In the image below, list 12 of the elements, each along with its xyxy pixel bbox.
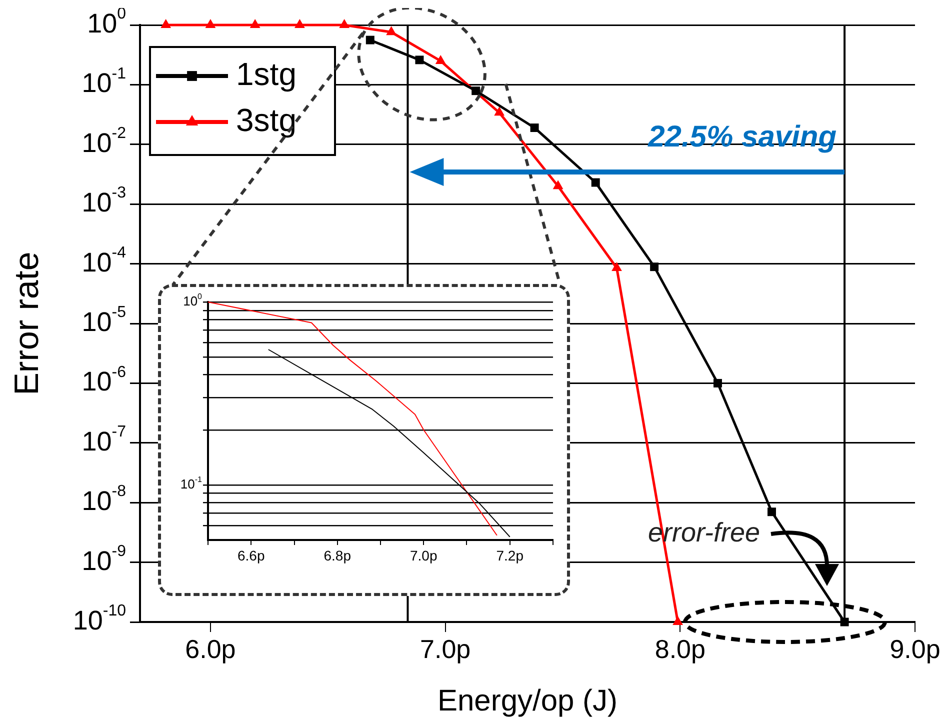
x-tick-label: 7.0p xyxy=(410,547,438,564)
x-tick-label: 6.0p xyxy=(185,634,236,664)
x-tick-label: 6.6p xyxy=(238,547,265,564)
x-tick-label: 6.8p xyxy=(324,547,352,564)
x-tick-label: 7.0p xyxy=(420,634,471,664)
x-tick-label: 7.2p xyxy=(496,547,524,564)
x-tick-label: 8.0p xyxy=(654,634,706,664)
legend-label: 1stg xyxy=(236,56,296,92)
y-axis-title: Error rate xyxy=(8,252,46,396)
legend-label: 3stg xyxy=(236,102,296,138)
x-tick-label: 9.0p xyxy=(890,634,940,664)
x-axis-title: Energy/op (J) xyxy=(437,684,618,718)
